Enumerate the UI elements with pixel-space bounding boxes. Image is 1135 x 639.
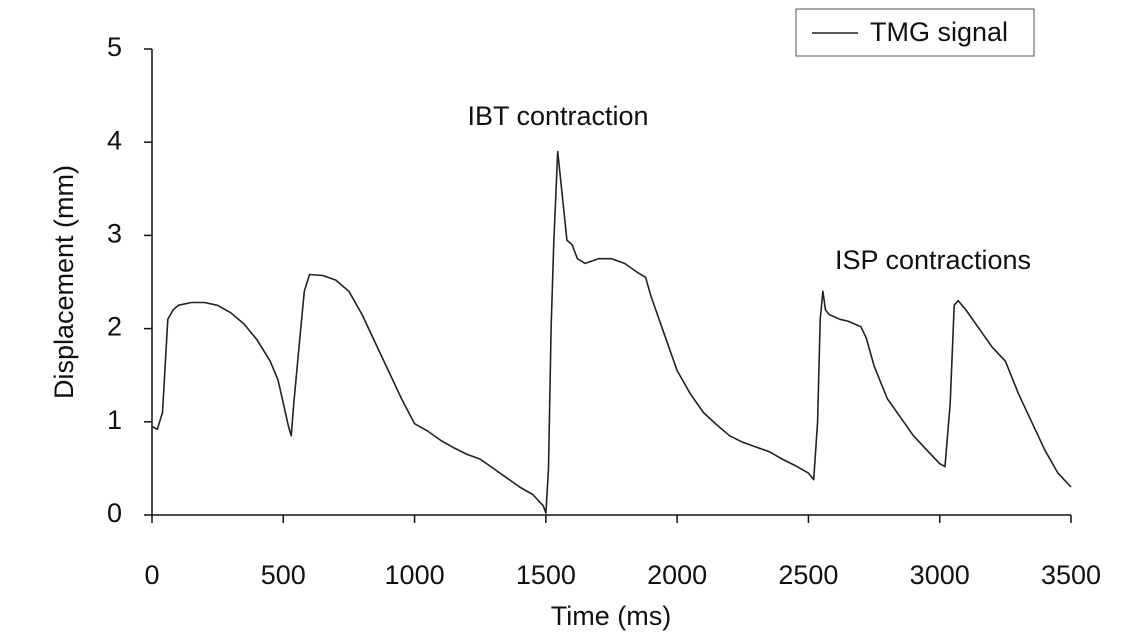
- y-tick-label: 0: [107, 498, 122, 528]
- y-tick-label: 1: [107, 405, 122, 435]
- annotation: ISP contractions: [835, 245, 1031, 275]
- x-axis-title: Time (ms): [551, 601, 671, 631]
- x-tick-label: 1500: [516, 560, 576, 590]
- y-tick-label: 5: [107, 32, 122, 62]
- y-tick-label: 2: [107, 312, 122, 342]
- x-tick-label: 2500: [778, 560, 838, 590]
- x-tick-label: 1000: [385, 560, 445, 590]
- annotation: IBT contraction: [467, 101, 648, 131]
- legend-label: TMG signal: [870, 17, 1008, 47]
- x-tick-label: 0: [144, 560, 159, 590]
- x-tick-label: 3000: [910, 560, 970, 590]
- y-tick-label: 3: [107, 219, 122, 249]
- y-tick-label: 4: [107, 125, 122, 155]
- x-tick-label: 3500: [1041, 560, 1101, 590]
- y-axis-title: Displacement (mm): [49, 165, 79, 399]
- x-tick-label: 500: [261, 560, 306, 590]
- x-tick-label: 2000: [647, 560, 707, 590]
- line: [151, 150, 1072, 514]
